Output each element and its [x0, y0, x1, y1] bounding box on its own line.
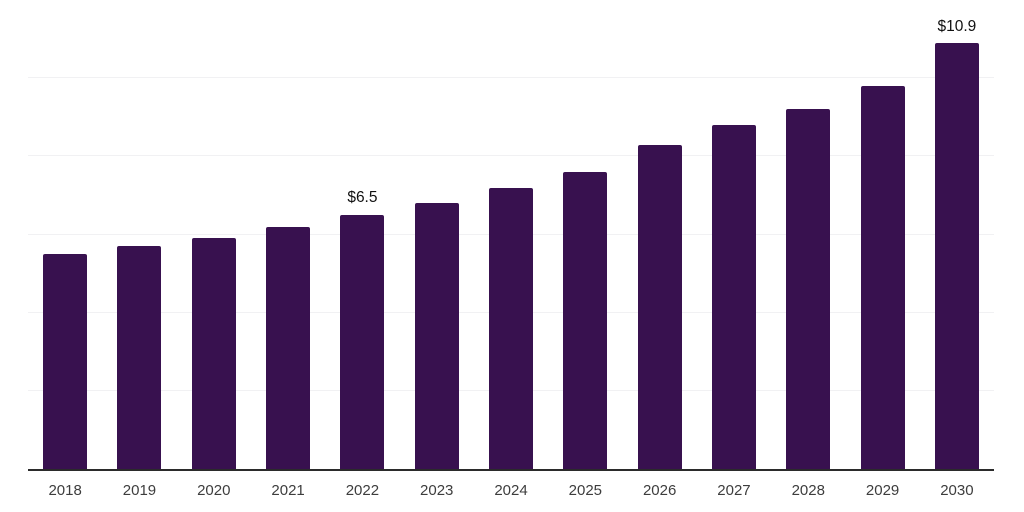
gridline-y-8	[28, 155, 994, 157]
bar-2021	[266, 226, 311, 469]
bar-column-2025: 2025	[548, 2, 622, 498]
bar-column-2030: $10.9 2030	[920, 2, 994, 498]
bar-2025	[563, 171, 608, 469]
bar-column-2028: 2028	[771, 2, 845, 498]
bar-2029	[860, 85, 905, 469]
x-tick-label-2027: 2027	[717, 482, 751, 499]
bar-2020	[191, 238, 236, 469]
bar-2026	[637, 144, 682, 469]
x-tick-label-2023: 2023	[420, 482, 454, 499]
bar-2019	[117, 246, 162, 469]
plot-area: 2018 2019 2020 2021 $6.5 2022 2023 2024 2025 2026…	[28, 2, 994, 498]
bar-2028	[786, 109, 831, 469]
x-tick-label-2025: 2025	[568, 482, 603, 499]
data-label-2030: $10.9	[937, 17, 977, 35]
data-label-2022: $6.5	[347, 189, 378, 207]
bar-2024	[489, 187, 534, 469]
bar-column-2023: 2023	[400, 2, 474, 498]
x-tick-label-2020: 2020	[197, 482, 231, 499]
bar-column-2026: 2026	[623, 2, 697, 498]
bar-column-2027: 2027	[697, 2, 771, 498]
bar-column-2020: 2020	[177, 2, 251, 498]
x-tick-label-2021: 2021	[271, 482, 305, 499]
x-tick-label-2026: 2026	[642, 482, 677, 499]
bar-2022	[340, 214, 385, 469]
bar-2023	[414, 203, 459, 469]
x-tick-label-2028: 2028	[791, 482, 825, 499]
bar-2030	[934, 43, 979, 469]
bar-column-2018: 2018	[28, 2, 102, 498]
x-tick-label-2022: 2022	[345, 482, 380, 499]
gridline-y-10	[28, 77, 994, 79]
bar-column-2022: $6.5 2022	[325, 2, 399, 498]
x-tick-label-2019: 2019	[122, 482, 157, 499]
bar-column-2029: 2029	[845, 2, 919, 498]
bar-column-2019: 2019	[102, 2, 176, 498]
x-tick-label-2029: 2029	[865, 482, 900, 499]
bars-container: 2018 2019 2020 2021 $6.5 2022 2023 2024 2025 2026…	[28, 2, 994, 498]
bar-2018	[43, 254, 88, 469]
bar-column-2021: 2021	[251, 2, 325, 498]
bar-column-2024: 2024	[474, 2, 548, 498]
x-tick-label-2030: 2030	[940, 482, 974, 499]
x-tick-label-2024: 2024	[494, 482, 528, 499]
bar-2027	[711, 125, 756, 469]
x-tick-label-2018: 2018	[48, 482, 82, 499]
